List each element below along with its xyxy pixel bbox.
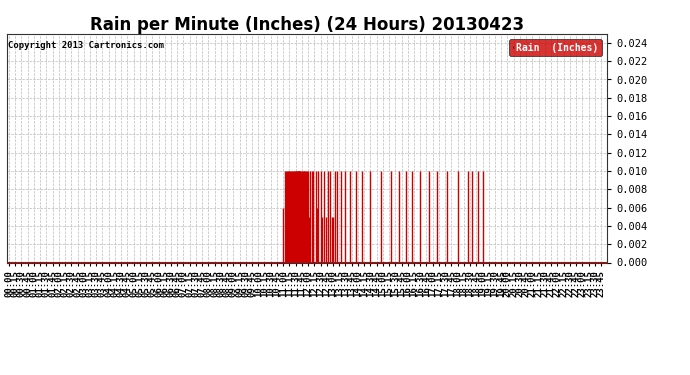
Text: Copyright 2013 Cartronics.com: Copyright 2013 Cartronics.com bbox=[8, 40, 164, 50]
Legend: Rain  (Inches): Rain (Inches) bbox=[509, 39, 602, 56]
Title: Rain per Minute (Inches) (24 Hours) 20130423: Rain per Minute (Inches) (24 Hours) 2013… bbox=[90, 16, 524, 34]
